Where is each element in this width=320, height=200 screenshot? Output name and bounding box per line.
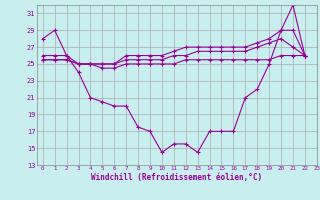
X-axis label: Windchill (Refroidissement éolien,°C): Windchill (Refroidissement éolien,°C) [91,173,262,182]
